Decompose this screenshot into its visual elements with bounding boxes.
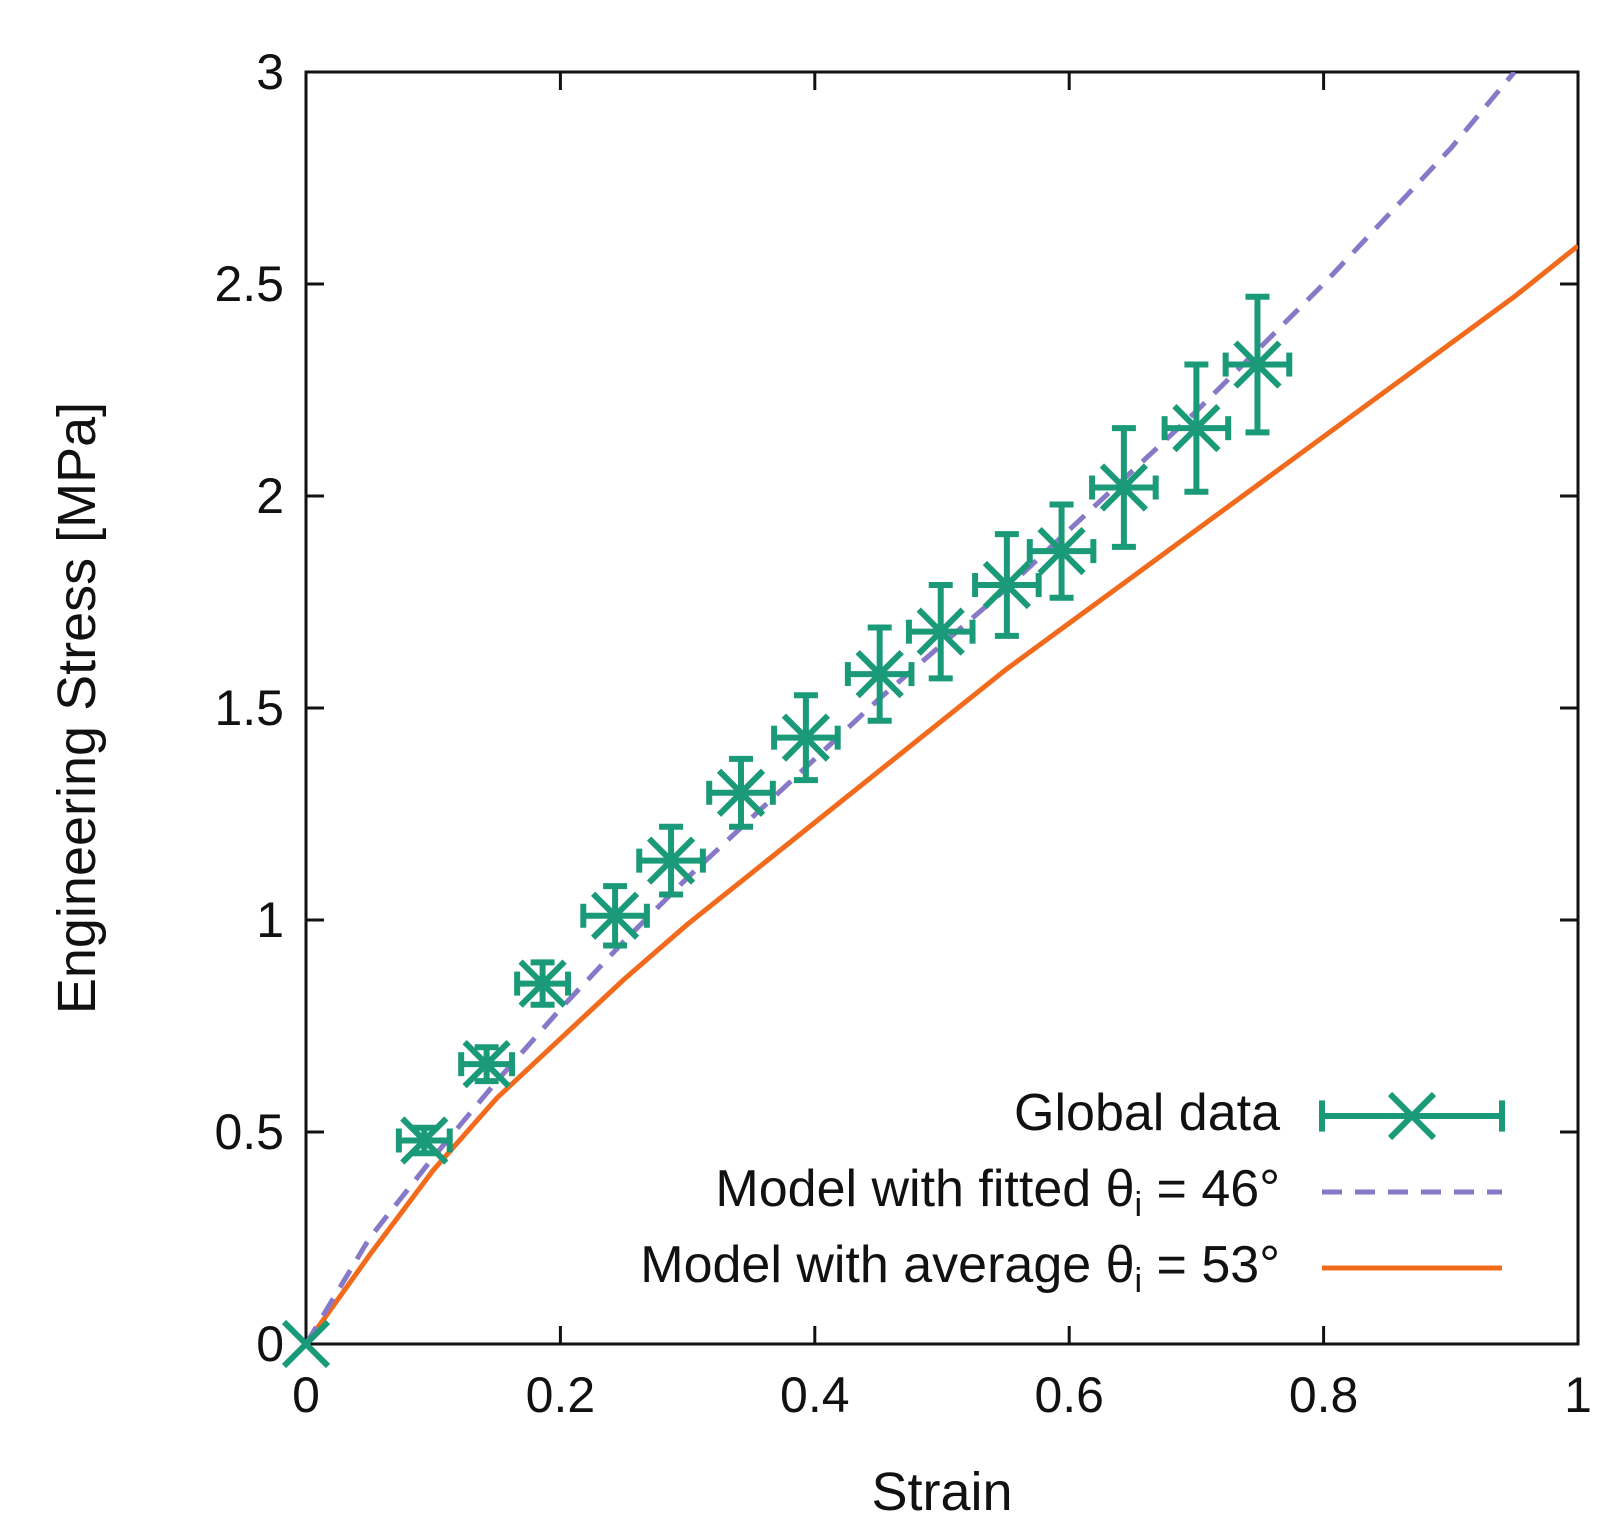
data-point: [844, 624, 915, 724]
data-marker-stroke-b: [400, 1116, 449, 1165]
data-point: [1222, 293, 1293, 436]
fitted-model-line: [306, 72, 1517, 1344]
data-marker-stroke-b: [716, 768, 766, 817]
data-point: [1089, 425, 1159, 550]
data-marker-stroke-b: [281, 1319, 331, 1369]
y-tick-label: 1: [256, 892, 284, 948]
x-tick-label: 1: [1564, 1367, 1592, 1423]
data-marker-stroke-b: [1172, 404, 1221, 453]
data-point: [458, 1040, 516, 1089]
legend-marker-stroke-b: [1387, 1091, 1437, 1141]
data-marker-stroke-b: [855, 649, 904, 699]
data-marker-stroke-b: [781, 713, 831, 762]
y-axis-title: Engineering Stress [MPa]: [47, 402, 107, 1014]
data-point: [1161, 361, 1232, 495]
x-tick-label: 0.6: [1034, 1367, 1104, 1423]
data-marker-stroke-b: [462, 1040, 511, 1089]
legend-fitted-name: Model with fitted θ: [715, 1160, 1134, 1218]
x-tick-label: 0.4: [780, 1367, 850, 1423]
legend: Global data Model with fitted θi = 46° M…: [640, 1084, 1505, 1300]
y-tick-label: 2: [256, 468, 284, 524]
legend-fitted-value: = 46°: [1142, 1160, 1280, 1218]
data-marker-stroke-b: [916, 607, 965, 656]
legend-marker-global-data: [1319, 1091, 1505, 1141]
legend-label-average-model: Model with average θi = 53°: [640, 1236, 1280, 1300]
data-point: [395, 1116, 453, 1165]
data-marker-stroke-b: [1233, 340, 1282, 389]
data-point: [636, 823, 706, 898]
y-tick-label: 1.5: [214, 680, 284, 736]
data-point: [972, 531, 1042, 639]
data-point: [514, 959, 572, 1008]
data-marker-stroke-b: [982, 560, 1031, 610]
y-tick-label: 2.5: [214, 256, 284, 312]
data-point: [580, 883, 650, 949]
data-point: [771, 692, 841, 784]
x-tick-label: 0.2: [526, 1367, 596, 1423]
x-tick-label: 0: [292, 1367, 320, 1423]
data-marker-stroke-b: [518, 959, 567, 1008]
y-tick-label: 0: [256, 1316, 284, 1372]
axis-ticks: 0 0.2 0.4 0.6 0.8 1 0 0.5 1 1.5 2 2.5 3: [214, 44, 1591, 1423]
data-point: [1026, 501, 1097, 601]
average-model-line: [306, 243, 1578, 1344]
x-axis-title: Strain: [871, 1462, 1012, 1522]
plot-frame: [304, 70, 1580, 1346]
global-data-markers: [281, 293, 1293, 1369]
legend-label-fitted-model: Model with fitted θi = 46°: [715, 1160, 1280, 1224]
y-tick-label: 0.5: [214, 1104, 284, 1160]
data-marker-stroke-b: [1037, 526, 1086, 576]
data-marker-stroke-b: [1099, 463, 1149, 512]
legend-average-name: Model with average θ: [640, 1236, 1134, 1294]
legend-average-subscript: i: [1135, 1262, 1143, 1300]
x-tick-label: 0.8: [1289, 1367, 1359, 1423]
data-marker-stroke-b: [646, 836, 696, 885]
data-point: [905, 582, 976, 682]
data-marker-stroke-b: [590, 891, 640, 940]
legend-average-value: = 53°: [1142, 1236, 1280, 1294]
legend-fitted-subscript: i: [1135, 1186, 1143, 1224]
data-point: [706, 755, 776, 830]
data-point: [281, 1319, 331, 1369]
legend-label-global-data: Global data: [1014, 1084, 1280, 1142]
y-tick-label: 3: [256, 44, 284, 100]
